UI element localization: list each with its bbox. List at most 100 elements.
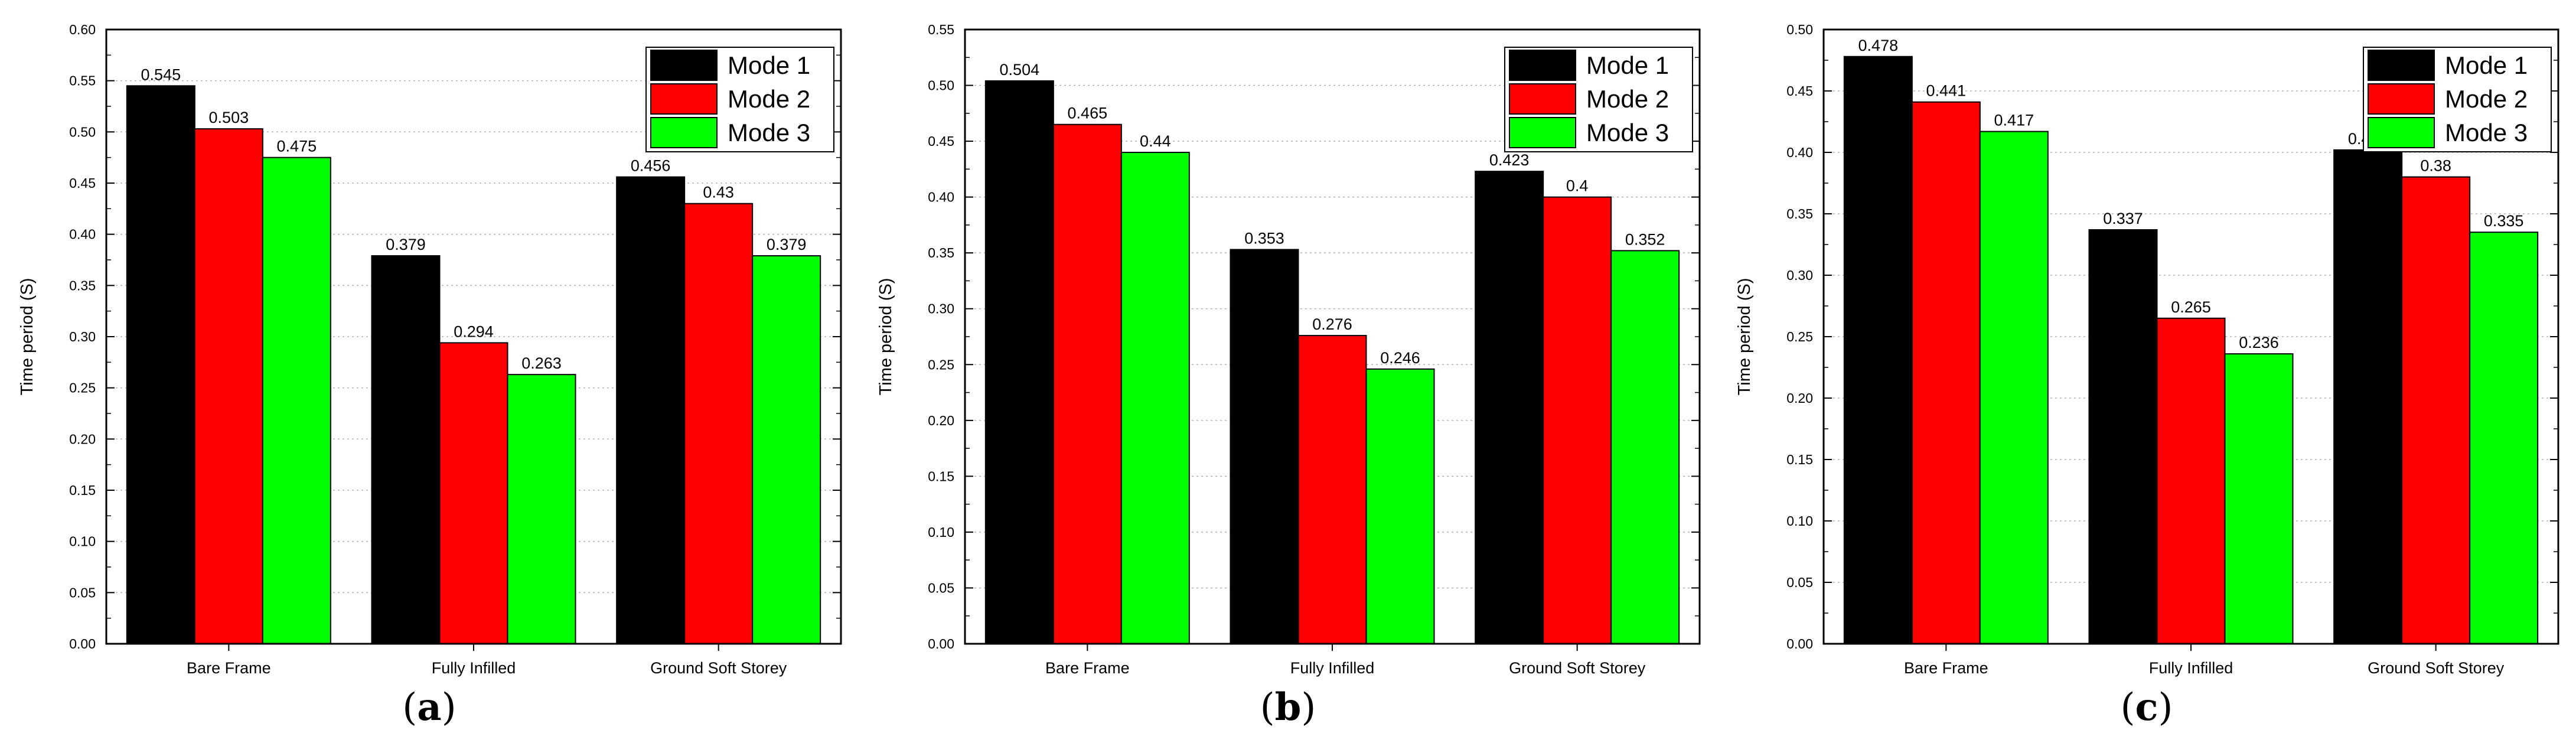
legend-swatch-mode-2 <box>650 83 718 115</box>
y-tick-label: 0.15 <box>69 483 96 498</box>
y-tick-label: 0.45 <box>928 133 954 149</box>
data-label: 0.44 <box>1140 132 1171 150</box>
x-tick-label: Bare Frame <box>187 659 271 677</box>
bar-mode-1-2 <box>2088 229 2158 645</box>
caption-a-label: a <box>417 685 442 729</box>
y-tick-label: 0.40 <box>928 190 954 205</box>
legend-label: Mode 2 <box>728 85 810 113</box>
data-label: 0.43 <box>703 184 734 201</box>
bar-mode-3-2 <box>507 374 576 645</box>
bar-mode-2-1 <box>194 128 263 644</box>
caption-b-label: b <box>1274 685 1302 729</box>
y-tick-label: 0.40 <box>69 227 96 242</box>
data-label: 0.456 <box>631 157 671 175</box>
data-label: 0.475 <box>277 138 317 155</box>
bar-mode-2-1 <box>1911 101 1981 645</box>
data-label: 0.4 <box>1566 177 1589 195</box>
y-tick-label: 0.05 <box>69 585 96 600</box>
plot-frame <box>1822 28 2559 645</box>
bar-mode-1-2 <box>1230 249 1299 644</box>
y-axis-label: Time period (S) <box>876 278 895 396</box>
y-tick-label: 0.20 <box>69 431 96 447</box>
legend-label: Mode 1 <box>2445 51 2528 79</box>
y-tick-label: 0.10 <box>1786 513 1813 529</box>
data-label: 0.545 <box>141 66 181 83</box>
legend-swatch-mode-1 <box>2368 50 2435 81</box>
y-tick-label: 0.35 <box>928 245 954 260</box>
y-axis-label: Time period (S) <box>1735 278 1754 396</box>
caption-b-close: ) <box>1301 686 1316 729</box>
bar-mode-1-3 <box>2333 149 2403 644</box>
bar-mode-1-3 <box>616 176 686 645</box>
legend-swatch-mode-3 <box>650 117 718 148</box>
chart-a: 0.545 0.503 0.475 Bare Frame 0.379 0.294 0.263… <box>18 22 842 677</box>
data-label: 0.265 <box>2171 298 2211 316</box>
y-tick-label: 0.30 <box>69 329 96 344</box>
bar-mode-2-3 <box>2401 176 2471 645</box>
y-tick-label: 0.50 <box>928 78 954 93</box>
y-tick-label: 0.10 <box>928 524 954 540</box>
y-tick-label: 0.60 <box>69 22 96 37</box>
bar-mode-1-1 <box>126 85 195 645</box>
data-label: 0.38 <box>2420 157 2451 175</box>
bar-mode-2-1 <box>1052 123 1122 644</box>
data-label: 0.263 <box>521 354 562 372</box>
legend-label: Mode 1 <box>1586 51 1669 79</box>
y-tick-label: 0.00 <box>928 636 954 651</box>
legend-swatch-mode-3 <box>2368 117 2435 148</box>
y-tick-label: 0.35 <box>1786 206 1813 221</box>
panel-c: 0.478 0.441 0.417 Bare Frame 0.337 0.265 0.236… <box>1717 0 2576 756</box>
caption-b: (b) <box>859 685 1717 729</box>
y-tick-label: 0.10 <box>69 534 96 549</box>
data-label: 0.503 <box>209 109 249 126</box>
legend-label: Mode 3 <box>728 119 810 146</box>
y-tick-label: 0.00 <box>1786 636 1813 651</box>
y-axis-label: Time period (S) <box>18 278 37 396</box>
y-tick-label: 0.25 <box>69 380 96 396</box>
caption-c-close: ) <box>2158 686 2173 729</box>
plot-frame <box>105 28 842 645</box>
bar-mode-3-1 <box>1120 152 1190 644</box>
legend-swatch-mode-1 <box>650 50 718 81</box>
data-label: 0.504 <box>1000 61 1040 79</box>
y-tick-label: 0.20 <box>928 413 954 428</box>
y-tick-label: 0.15 <box>928 468 954 484</box>
x-tick-label: Ground Soft Storey <box>2368 659 2505 677</box>
bar-mode-2-2 <box>1297 335 1367 644</box>
y-tick-label: 0.35 <box>69 278 96 293</box>
data-label: 0.246 <box>1380 349 1420 367</box>
legend-swatch-mode-2 <box>1509 83 1576 115</box>
bar-mode-3-2 <box>1365 368 1435 644</box>
x-tick-label: Fully Infilled <box>1290 659 1375 677</box>
y-tick-label: 0.20 <box>1786 390 1813 406</box>
caption-a-open: ( <box>402 686 418 729</box>
bar-mode-3-1 <box>1979 131 2049 644</box>
legend-label: Mode 3 <box>1586 119 1669 146</box>
y-tick-label: 0.45 <box>69 175 96 191</box>
caption-a-close: ) <box>441 686 456 729</box>
data-label: 0.417 <box>1994 112 2034 129</box>
legend-label: Mode 3 <box>2445 119 2528 146</box>
y-tick-label: 0.55 <box>928 22 954 37</box>
x-tick-label: Bare Frame <box>1045 659 1130 677</box>
bar-mode-3-2 <box>2224 353 2294 644</box>
y-tick-label: 0.40 <box>1786 145 1813 160</box>
data-label: 0.352 <box>1625 230 1665 248</box>
bar-mode-1-1 <box>1843 56 1913 644</box>
y-tick-label: 0.55 <box>69 73 96 89</box>
bar-mode-2-2 <box>439 342 508 645</box>
x-tick-label: Fully Infilled <box>2149 659 2233 677</box>
caption-c: (c) <box>1717 685 2576 729</box>
legend-swatch-mode-2 <box>2368 83 2435 115</box>
bar-mode-3-3 <box>2469 232 2539 644</box>
legend-swatch-mode-3 <box>1509 117 1576 148</box>
y-tick-label: 0.50 <box>1786 22 1813 37</box>
y-tick-label: 0.25 <box>928 357 954 372</box>
y-tick-label: 0.50 <box>69 124 96 139</box>
data-label: 0.276 <box>1312 315 1352 333</box>
y-tick-label: 0.45 <box>1786 83 1813 99</box>
x-tick-label: Fully Infilled <box>432 659 516 677</box>
bar-mode-3-1 <box>262 157 331 644</box>
bar-mode-2-2 <box>2156 317 2226 644</box>
bar-mode-1-1 <box>984 80 1054 644</box>
